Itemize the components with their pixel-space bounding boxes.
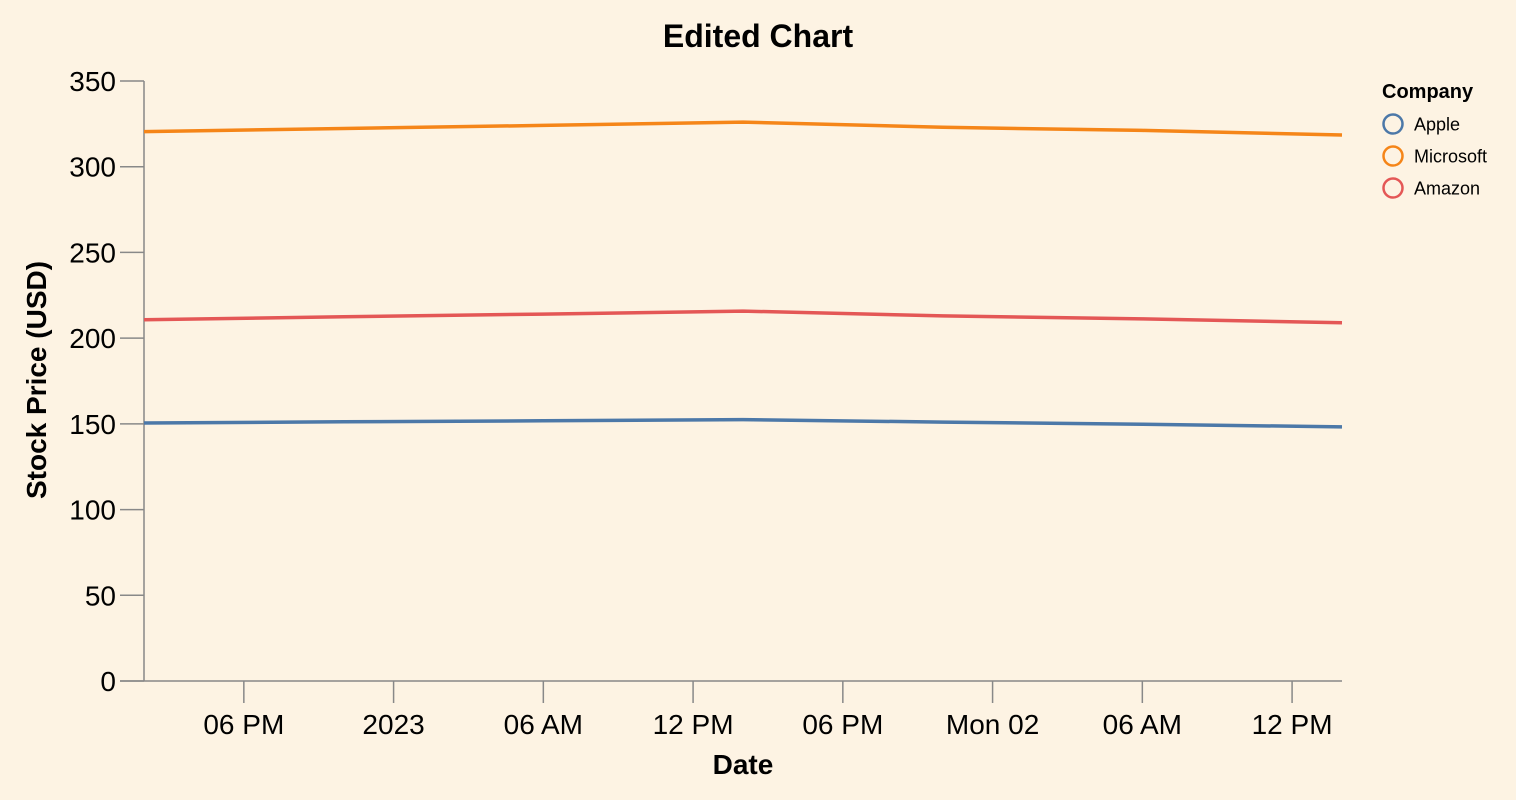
x-axis: 06 PM 2023 06 AM 12 PM 06 PM Mon 02 06 AM 12 PM xyxy=(120,680,1342,740)
y-axis: 0 50 100 150 200 250 300 350 xyxy=(69,66,145,697)
legend-symbol-apple xyxy=(1382,113,1404,135)
x-tick-label: 06 PM xyxy=(802,709,883,740)
x-tick-label: 12 PM xyxy=(653,709,734,740)
y-tick-label: 250 xyxy=(69,237,116,268)
series-line-microsoft xyxy=(143,120,1343,137)
y-tick-label: 350 xyxy=(69,66,116,97)
legend-label-apple: Apple xyxy=(1414,115,1460,135)
series-line-amazon xyxy=(143,309,1343,325)
legend-symbol-amazon xyxy=(1382,177,1404,199)
x-tick-label: 06 AM xyxy=(504,709,583,740)
legend-label-microsoft: Microsoft xyxy=(1414,147,1487,167)
y-tick-label: 100 xyxy=(69,495,116,526)
x-axis-title: Date xyxy=(713,749,774,780)
legend-label-amazon: Amazon xyxy=(1414,179,1480,199)
y-axis-title: Stock Price (USD) xyxy=(21,261,52,499)
y-tick-label: 200 xyxy=(69,323,116,354)
chart-title: Edited Chart xyxy=(663,18,854,54)
series-line-apple xyxy=(143,417,1343,429)
y-tick-label: 0 xyxy=(100,666,116,697)
legend: Company Apple Microsoft Amazon xyxy=(1382,81,1487,199)
y-tick-label: 150 xyxy=(69,409,116,440)
legend-title: Company xyxy=(1382,81,1474,103)
x-tick-label: 12 PM xyxy=(1252,709,1333,740)
y-tick-label: 50 xyxy=(85,580,116,611)
x-tick-label: 06 PM xyxy=(203,709,284,740)
x-tick-label: Mon 02 xyxy=(946,709,1039,740)
y-tick-label: 300 xyxy=(69,152,116,183)
series-lines xyxy=(143,120,1343,429)
legend-symbol-microsoft xyxy=(1382,145,1404,167)
x-tick-label: 2023 xyxy=(362,709,424,740)
x-tick-label: 06 AM xyxy=(1103,709,1182,740)
